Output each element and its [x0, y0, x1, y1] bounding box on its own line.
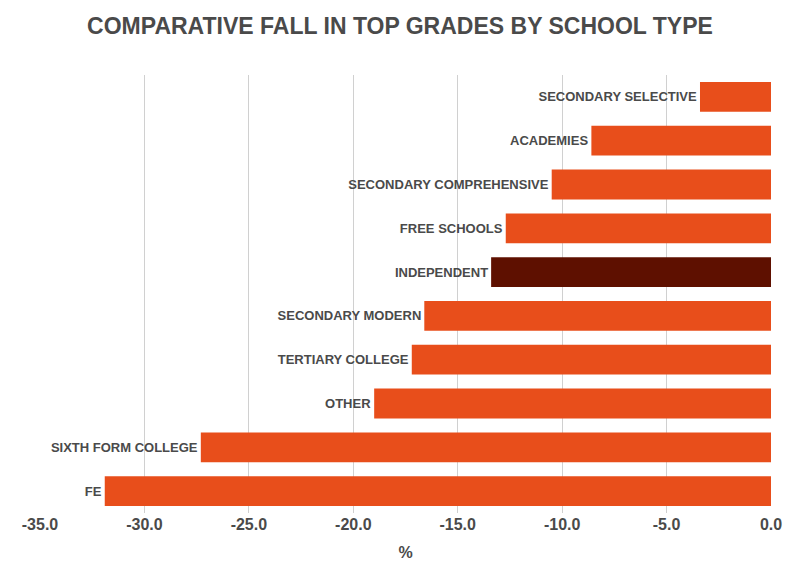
svg-text:INDEPENDENT: INDEPENDENT	[395, 265, 488, 280]
svg-text:-5.0: -5.0	[653, 516, 681, 533]
svg-text:%: %	[398, 544, 412, 561]
svg-text:OTHER: OTHER	[325, 396, 371, 411]
svg-text:-20.0: -20.0	[335, 516, 372, 533]
svg-text:SIXTH FORM COLLEGE: SIXTH FORM COLLEGE	[51, 440, 198, 455]
svg-text:-35.0: -35.0	[22, 516, 59, 533]
svg-text:-15.0: -15.0	[439, 516, 476, 533]
svg-text:-10.0: -10.0	[544, 516, 581, 533]
svg-text:0.0: 0.0	[760, 516, 782, 533]
svg-text:-25.0: -25.0	[231, 516, 268, 533]
svg-text:-30.0: -30.0	[126, 516, 163, 533]
svg-text:FE: FE	[85, 484, 102, 499]
svg-text:COMPARATIVE FALL IN TOP GRADES: COMPARATIVE FALL IN TOP GRADES BY SCHOOL…	[87, 13, 713, 39]
svg-text:FREE SCHOOLS: FREE SCHOOLS	[400, 221, 503, 236]
svg-text:SECONDARY SELECTIVE: SECONDARY SELECTIVE	[538, 89, 697, 104]
svg-text:TERTIARY COLLEGE: TERTIARY COLLEGE	[278, 352, 409, 367]
svg-text:SECONDARY MODERN: SECONDARY MODERN	[278, 308, 422, 323]
svg-text:ACADEMIES: ACADEMIES	[510, 133, 588, 148]
svg-text:SECONDARY COMPREHENSIVE: SECONDARY COMPREHENSIVE	[348, 177, 548, 192]
